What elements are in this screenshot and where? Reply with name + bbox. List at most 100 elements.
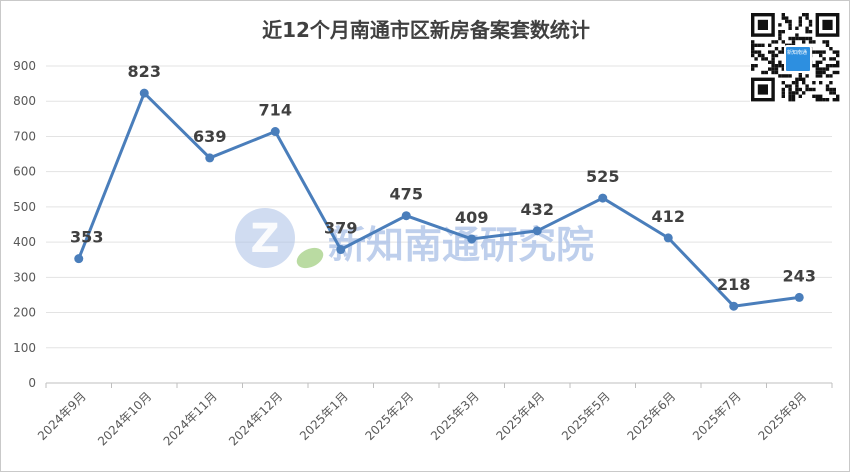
watermark-logo-icon [235, 208, 295, 268]
qr-module [781, 30, 785, 34]
qr-module [751, 64, 755, 68]
qr-module [829, 81, 833, 85]
qr-module [795, 33, 799, 37]
qr-module [781, 74, 785, 78]
qr-module [785, 16, 789, 20]
qr-module [798, 77, 802, 81]
qr-module [808, 87, 813, 92]
qr-module [822, 98, 826, 102]
y-axis: 0 100 200 300 400 500 600 700 800 900 [13, 59, 36, 390]
y-tick-label: 900 [13, 59, 36, 73]
qr-module [812, 50, 816, 54]
qr-code-icon: 新知南通 [750, 12, 842, 102]
qr-module [808, 36, 813, 41]
qr-module [788, 91, 792, 95]
qr-module [795, 81, 799, 85]
qr-module [751, 53, 755, 58]
qr-module [774, 67, 779, 71]
qr-module [805, 36, 809, 41]
data-point [598, 193, 608, 203]
y-tick-label: 100 [13, 341, 36, 355]
qr-module [819, 81, 823, 85]
data-point [336, 245, 346, 255]
data-point [401, 211, 411, 221]
qr-module [836, 60, 840, 64]
qr-module [812, 94, 816, 98]
qr-module [788, 98, 792, 102]
qr-module [822, 70, 826, 75]
data-label: 525 [586, 167, 619, 186]
qr-module [771, 57, 775, 61]
qr-module [751, 50, 755, 54]
qr-module [761, 57, 765, 61]
qr-module [781, 16, 785, 20]
data-point [794, 292, 804, 302]
data-point [729, 301, 739, 311]
qr-module [774, 53, 779, 58]
qr-module [788, 87, 792, 92]
qr-module [805, 84, 809, 88]
series-line [77, 91, 801, 308]
qr-module [771, 70, 775, 75]
qr-module [808, 30, 813, 34]
y-tick-label: 400 [13, 235, 36, 249]
qr-module [815, 74, 819, 78]
y-tick-label: 200 [13, 306, 36, 320]
qr-module [761, 70, 765, 75]
y-tick-label: 300 [13, 270, 36, 284]
qr-module [822, 40, 826, 44]
y-tick-label: 800 [13, 94, 36, 108]
qr-module [771, 60, 775, 64]
qr-module [805, 87, 809, 92]
qr-module [778, 36, 782, 41]
qr-module [791, 81, 796, 85]
qr-module [836, 70, 840, 75]
qr-module [808, 23, 813, 27]
qr-module [754, 50, 758, 54]
qr-module [781, 40, 785, 44]
qr-module [768, 43, 772, 47]
data-label: 353 [70, 228, 103, 247]
qr-module [788, 19, 792, 24]
qr-module [761, 43, 765, 47]
qr-module [754, 64, 758, 68]
data-label: 714 [259, 101, 292, 120]
qr-module [768, 67, 772, 71]
qr-module [774, 40, 779, 44]
qr-module [815, 64, 819, 68]
qr-module [778, 23, 782, 27]
qr-module [815, 70, 819, 75]
qr-finder-core [757, 19, 768, 30]
y-tick-label: 600 [13, 165, 36, 179]
data-label: 243 [783, 266, 816, 285]
qr-module [832, 57, 836, 61]
data-label: 475 [390, 185, 423, 204]
qr-module [802, 91, 806, 95]
qr-module [819, 98, 823, 102]
qr-module [825, 64, 830, 68]
qr-module [788, 74, 792, 78]
qr-module [781, 50, 785, 54]
qr-module [829, 91, 833, 95]
data-label: 218 [717, 275, 750, 294]
qr-module [757, 43, 762, 47]
qr-module [819, 94, 823, 98]
qr-module [781, 81, 785, 85]
qr-module [791, 40, 796, 44]
watermark-text: 新知南通研究院 [328, 223, 594, 267]
chart-title: 近12个月南通市区新房备案套数统计 [262, 18, 590, 42]
qr-module [778, 64, 782, 68]
qr-module [774, 70, 779, 75]
data-label: 432 [521, 200, 554, 219]
qr-module [791, 91, 796, 95]
qr-module [832, 91, 836, 95]
qr-module [819, 60, 823, 64]
x-tick-label: 2024年11月 [161, 389, 220, 448]
qr-module [751, 67, 755, 71]
data-labels: 353 823 639 714 379 475 409 432 525 412 218 243 [70, 62, 816, 294]
qr-module [781, 91, 785, 95]
qr-module [788, 26, 792, 30]
qr-module [774, 47, 779, 51]
x-tick-label: 2025年8月 [755, 389, 809, 443]
qr-module [822, 57, 826, 61]
